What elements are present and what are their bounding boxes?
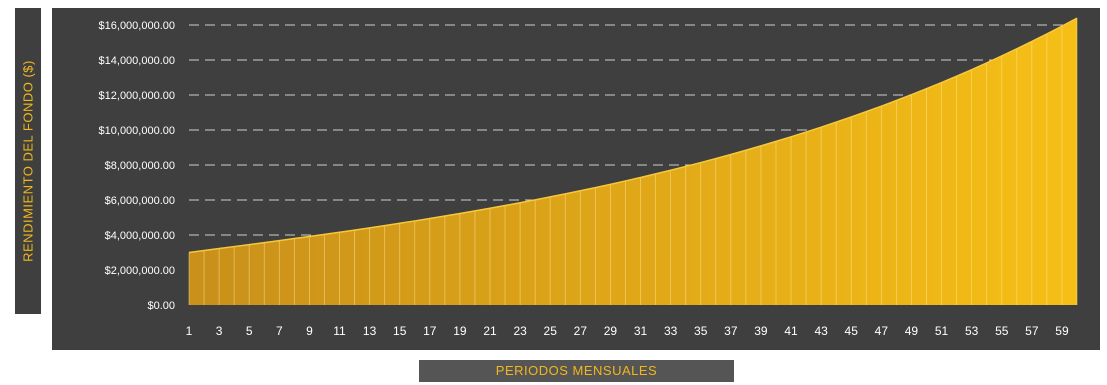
x-tick-label: 55: [995, 324, 1009, 338]
y-axis-label: RENDIMIENTO DEL FONDO ($): [20, 60, 36, 262]
x-tick-label: 47: [875, 324, 889, 338]
x-tick-label: 43: [814, 324, 828, 338]
x-tick-label: 13: [363, 324, 377, 338]
area-series: [188, 17, 1078, 305]
x-tick-label: 49: [905, 324, 919, 338]
chart-panel: $0.00 $2,000,000.00 $4,000,000.00 $6,000,00…: [52, 8, 1100, 350]
x-tick-label: 41: [784, 324, 798, 338]
x-tick-label: 5: [246, 324, 253, 338]
x-tick-label: 19: [453, 324, 467, 338]
x-tick-label: 25: [544, 324, 558, 338]
y-tick-label: $6,000,000.00: [105, 195, 175, 207]
y-tick-label: $4,000,000.00: [105, 230, 175, 242]
y-tick-label: $10,000,000.00: [99, 125, 175, 137]
x-tick-label: 15: [393, 324, 407, 338]
x-tick-label: 53: [965, 324, 979, 338]
x-tick-label: 11: [333, 324, 346, 338]
x-tick-label: 37: [724, 324, 738, 338]
y-tick-label: $0.00: [147, 300, 175, 312]
x-tick-label: 27: [574, 324, 588, 338]
x-tick-label: 3: [216, 324, 223, 338]
y-axis-label-box: RENDIMIENTO DEL FONDO ($): [15, 8, 41, 314]
x-tick-labels: 1 3 5 7 9 11 13 15 17 19 21 23 25 27 29 31 33 35 37 39 41 43 4…: [186, 324, 1069, 338]
x-tick-label: 57: [1025, 324, 1039, 338]
area-chart: $0.00 $2,000,000.00 $4,000,000.00 $6,000,00…: [99, 17, 1078, 338]
y-tick-labels: $0.00 $2,000,000.00 $4,000,000.00 $6,000,00…: [99, 20, 175, 312]
x-tick-label: 51: [935, 324, 949, 338]
x-tick-label: 21: [483, 324, 497, 338]
x-tick-label: 39: [754, 324, 768, 338]
x-tick-label: 45: [845, 324, 859, 338]
x-tick-label: 59: [1055, 324, 1069, 338]
x-tick-label: 9: [306, 324, 313, 338]
area-fill: [189, 18, 1077, 305]
y-tick-label: $16,000,000.00: [99, 20, 175, 32]
x-axis-label: PERIODOS MENSUALES: [495, 363, 658, 378]
y-tick-label: $2,000,000.00: [105, 265, 175, 277]
x-tick-label: 7: [276, 324, 283, 338]
x-tick-label: 35: [694, 324, 708, 338]
x-axis-label-box: PERIODOS MENSUALES: [419, 360, 734, 382]
x-tick-label: 33: [664, 324, 678, 338]
x-tick-label: 1: [186, 324, 193, 338]
x-tick-label: 29: [604, 324, 618, 338]
area-edge: [188, 17, 1078, 254]
y-tick-label: $12,000,000.00: [99, 90, 175, 102]
x-tick-label: 23: [513, 324, 527, 338]
x-tick-label: 31: [634, 324, 648, 338]
y-tick-label: $14,000,000.00: [99, 55, 175, 67]
x-tick-label: 17: [423, 324, 437, 338]
y-tick-label: $8,000,000.00: [105, 160, 175, 172]
